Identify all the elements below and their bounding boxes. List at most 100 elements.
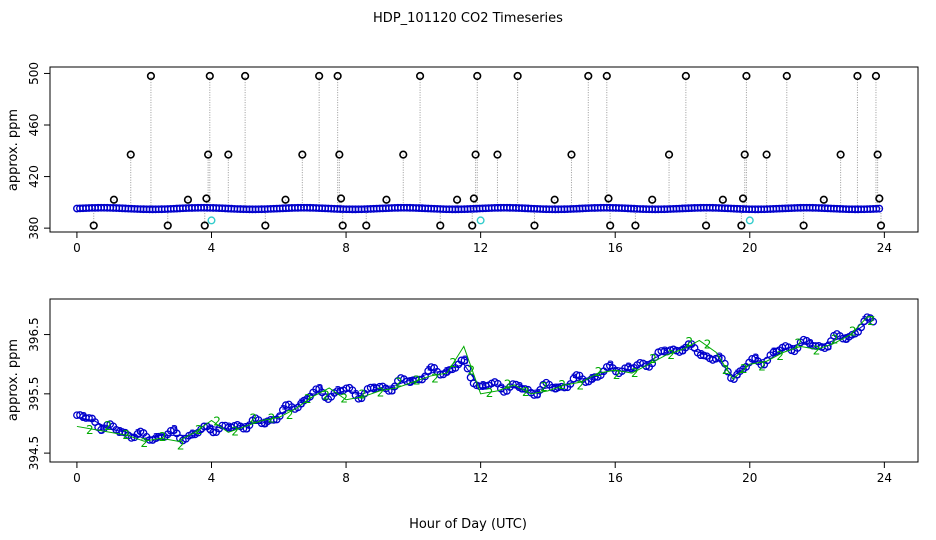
spike-point	[819, 195, 828, 204]
spike-point	[584, 71, 593, 81]
spike-point	[224, 150, 233, 159]
series-2-marker: 2	[740, 362, 748, 376]
series-2-marker: 2	[250, 411, 258, 425]
series-3-marker: 3	[352, 388, 360, 402]
top-y-tick-label: 500	[27, 62, 41, 85]
series-3-marker: 3	[861, 314, 869, 328]
series-3-point	[869, 317, 878, 326]
series-3-marker: 3	[389, 384, 397, 398]
series-3-marker: 3	[425, 364, 433, 378]
bottom-x-tick-label: 4	[208, 471, 216, 485]
spike-point	[567, 150, 576, 159]
series-3-marker: 3	[825, 339, 833, 353]
series-3-marker: 3	[498, 382, 506, 396]
spike-point	[205, 71, 214, 81]
spike-point	[452, 195, 462, 204]
spike-point	[183, 195, 193, 204]
dip-point	[476, 216, 485, 225]
series-3-point	[627, 364, 635, 373]
spike-point	[261, 221, 270, 230]
baseline-point	[875, 204, 884, 213]
series-3-marker: 3	[661, 345, 669, 359]
spike-point	[336, 194, 346, 203]
spike-point	[664, 150, 674, 159]
series-3-point	[384, 387, 393, 395]
series-2-marker: 2	[377, 385, 385, 399]
series-2-marker: 2	[195, 423, 203, 437]
spike-point	[399, 150, 408, 159]
baseline-point	[872, 204, 881, 213]
series-3-point	[312, 385, 320, 394]
series-2-marker: 2	[558, 378, 566, 392]
bottom-y-axis-label: approx. ppm	[6, 339, 21, 421]
series-3-point	[118, 428, 127, 436]
series-2-marker: 2	[540, 380, 548, 394]
spike-point	[126, 150, 135, 159]
spike-point	[436, 221, 445, 230]
spike-point	[493, 150, 502, 159]
spike-point	[737, 221, 746, 230]
series-3-marker: 3	[570, 372, 578, 386]
series-3-marker: 3	[116, 425, 124, 439]
series-3-point	[648, 359, 657, 368]
top-panel-marks	[73, 71, 886, 230]
spike-point	[241, 71, 250, 81]
series-2-marker: 2	[704, 337, 712, 351]
spike-point	[701, 221, 711, 230]
spike-point	[204, 150, 213, 159]
spike-point	[382, 195, 391, 204]
dip-point	[207, 216, 216, 225]
bottom-x-tick-label: 20	[742, 471, 757, 485]
spike-point	[471, 150, 480, 159]
series-3-point	[572, 371, 581, 379]
series-3-point	[354, 394, 363, 403]
spike-point	[469, 194, 479, 203]
series-3-point	[636, 358, 644, 367]
series-3-marker: 3	[480, 379, 488, 393]
spike-point	[200, 221, 209, 230]
bottom-x-tick-label: 8	[342, 471, 350, 485]
series-2-marker: 2	[413, 373, 421, 387]
series-3-point	[157, 433, 166, 441]
series-2-marker: 2	[304, 392, 312, 406]
series-2-marker: 2	[449, 356, 457, 370]
series-2-marker: 2	[867, 314, 875, 328]
series-3-point	[530, 391, 538, 399]
series-3-marker: 3	[625, 360, 633, 374]
series-3-point	[85, 414, 93, 422]
spike-point	[782, 71, 791, 81]
series-3-point	[269, 416, 278, 424]
spike-point	[836, 150, 845, 159]
spike-point	[875, 194, 884, 203]
series-2-marker: 2	[141, 436, 149, 450]
series-2-marker: 2	[268, 412, 276, 426]
spike-point	[631, 221, 640, 230]
series-3-point	[463, 364, 472, 373]
top-x-tick-label: 12	[473, 241, 488, 255]
series-2-marker: 2	[213, 415, 221, 429]
series-2-marker: 2	[504, 377, 512, 391]
spike-point	[606, 221, 615, 230]
series-3-marker: 3	[643, 359, 651, 373]
series-3-marker: 3	[789, 343, 797, 357]
top-x-tick-label: 24	[877, 241, 892, 255]
spike-point	[415, 71, 425, 81]
series-2-marker: 2	[649, 352, 657, 366]
series-2-marker: 2	[849, 324, 857, 338]
series-3-point	[748, 354, 756, 363]
series-2-marker: 2	[686, 335, 694, 349]
series-3-point	[200, 422, 208, 431]
spike-point	[335, 150, 344, 159]
spike-point	[648, 195, 657, 204]
spike-point	[742, 71, 751, 81]
bottom-x-ticks: 0 4 8 12 16 20 24	[73, 462, 892, 485]
series-3-marker: 3	[534, 387, 542, 401]
series-3-marker: 3	[461, 353, 469, 367]
bottom-x-tick-label: 16	[608, 471, 623, 485]
series-3-marker: 3	[153, 431, 161, 445]
dip-point	[745, 216, 754, 225]
spike-point	[513, 71, 522, 81]
series-2-marker: 2	[286, 408, 294, 422]
spike-point	[298, 150, 307, 159]
